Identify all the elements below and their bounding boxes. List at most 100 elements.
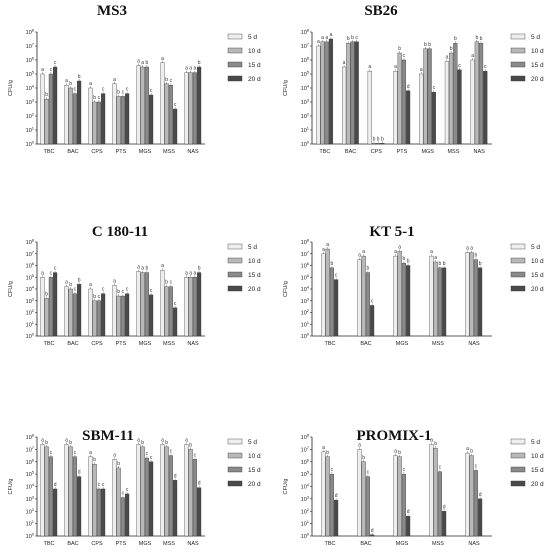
bar (53, 488, 58, 537)
significance-letter: c (98, 294, 101, 300)
bar (125, 293, 130, 337)
y-tick-label: 108 (26, 238, 35, 247)
significance-letter: a (358, 253, 361, 259)
bar (92, 101, 97, 145)
bar (334, 279, 339, 337)
bar (483, 71, 488, 145)
significance-letter: b (331, 261, 334, 267)
legend-label: 5 d (531, 244, 540, 251)
bar (120, 295, 125, 337)
legend-swatch (510, 438, 526, 445)
bar (92, 300, 97, 337)
y-axis-label: CFU/g (283, 80, 289, 96)
legend-swatch (227, 480, 243, 487)
bar (77, 284, 82, 337)
x-tick-label: MGS (139, 341, 152, 347)
bar (357, 259, 362, 337)
significance-letter: a (185, 270, 188, 276)
bar (321, 253, 326, 337)
bar (125, 93, 130, 145)
x-tick-label: MSS (432, 541, 444, 547)
significance-letter: c (50, 67, 53, 73)
bar (88, 288, 93, 337)
bar (423, 48, 428, 145)
y-axis-label: CFU/g (283, 281, 289, 297)
y-tick-label: 107 (301, 42, 310, 51)
legend-swatch (510, 257, 526, 264)
significance-letter: a (430, 437, 433, 443)
bar (40, 444, 45, 537)
legend-swatch (227, 271, 243, 278)
bar (449, 52, 454, 145)
significance-letter: a (194, 66, 197, 72)
y-tick-label: 104 (26, 84, 35, 93)
y-tick-label: 100 (301, 332, 310, 341)
significance-letter: b (407, 259, 410, 265)
bar (406, 516, 411, 537)
bar (40, 73, 45, 145)
significance-letter: a (326, 242, 329, 248)
bar (168, 85, 173, 145)
significance-letter: a (41, 437, 44, 443)
legend-label: 20 d (248, 481, 261, 488)
bar (72, 293, 77, 337)
bar (328, 38, 334, 145)
significance-letter: a (330, 32, 333, 38)
legend-swatch (227, 438, 243, 445)
y-tick-label: 100 (26, 140, 35, 149)
bar (197, 66, 202, 145)
chart-title: C 180-11 (92, 224, 148, 240)
significance-letter: b (434, 441, 437, 447)
bar (88, 87, 93, 145)
y-tick-label: 106 (301, 457, 310, 466)
significance-letter: d (407, 84, 410, 90)
significance-letter: c (458, 63, 461, 69)
bar (144, 272, 149, 337)
bar (431, 92, 436, 145)
significance-letter: b (165, 280, 168, 286)
legend-label: 10 d (248, 453, 261, 460)
bar (53, 272, 58, 337)
bar (329, 473, 334, 537)
x-tick-label: PTS (116, 149, 127, 155)
legend-swatch (227, 47, 243, 54)
legend-label: 15 d (531, 272, 544, 279)
y-tick-label: 101 (301, 519, 310, 528)
significance-letter: a (194, 270, 197, 276)
bar (92, 464, 97, 537)
legend-swatch (510, 480, 526, 487)
significance-letter: d (54, 482, 57, 488)
bar (188, 277, 193, 337)
bar (164, 446, 169, 537)
bar (401, 262, 406, 337)
bar (393, 255, 398, 337)
x-tick-label: MGS (139, 541, 152, 547)
y-tick-label: 102 (301, 112, 310, 121)
legend-label: 5 d (248, 34, 257, 41)
significance-letter: c (194, 452, 197, 458)
bar (453, 43, 458, 145)
bar (101, 93, 106, 145)
significance-letter: b (351, 35, 354, 41)
bar (136, 271, 141, 337)
bar (367, 71, 372, 145)
significance-letter: a (189, 66, 192, 72)
significance-letter: b (165, 77, 168, 83)
significance-letter: b (165, 440, 168, 446)
bar (429, 444, 434, 537)
bar (469, 455, 474, 537)
significance-letter: d (443, 504, 446, 510)
y-tick-label: 107 (26, 249, 35, 258)
bar (64, 286, 69, 337)
y-tick-label: 104 (301, 84, 310, 93)
x-tick-label: NAS (187, 149, 199, 155)
y-tick-label: 106 (301, 56, 310, 65)
legend-label: 15 d (531, 467, 544, 474)
bar (125, 493, 130, 537)
y-tick-label: 107 (301, 445, 310, 454)
significance-letter: b (470, 449, 473, 455)
bar (371, 143, 377, 145)
bar (334, 499, 339, 537)
y-tick-label: 106 (26, 457, 35, 466)
